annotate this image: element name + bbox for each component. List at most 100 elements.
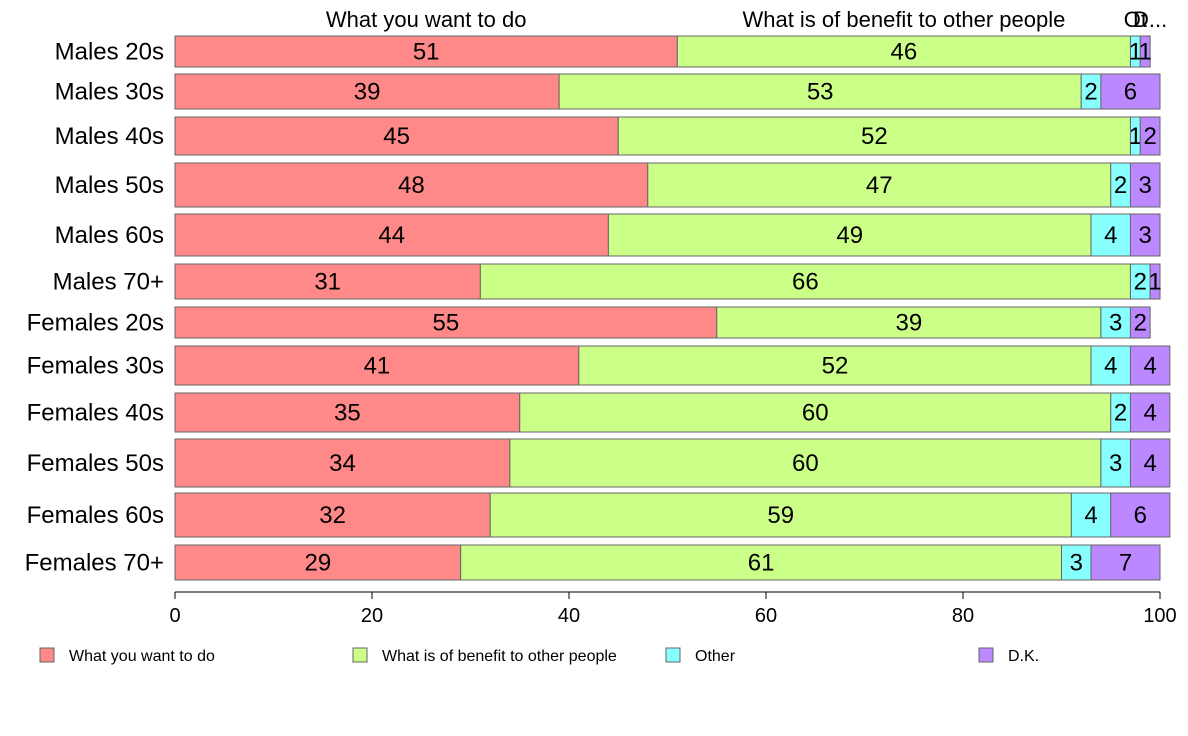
data-label: 52: [822, 353, 849, 380]
data-label: 60: [802, 400, 829, 427]
data-label: 52: [861, 123, 888, 150]
row-label: Males 40s: [55, 123, 164, 150]
bar-other-females-30s: [1090, 345, 1131, 386]
data-label: 46: [891, 39, 918, 66]
legend-label-other: Other: [695, 648, 736, 665]
legend-swatch-other: [665, 647, 681, 663]
bar-d-k-females-50s: [1129, 438, 1171, 488]
bar-d-k-males-30s: [1100, 73, 1161, 110]
data-label: 66: [792, 269, 819, 296]
bar-d-k-males-60s: [1129, 213, 1161, 257]
data-label: 2: [1114, 400, 1127, 427]
bar-d-k-females-60s: [1110, 492, 1171, 538]
top-label-4: D...: [1133, 7, 1167, 32]
bar-what-is-of-benefit-to-other-people-females-50s: [509, 438, 1102, 488]
data-label: 2: [1114, 172, 1127, 199]
row-label: Females 30s: [27, 353, 164, 380]
data-label: 47: [866, 172, 893, 199]
data-label: 4: [1143, 400, 1156, 427]
bar-d-k-males-20s: [1139, 35, 1151, 68]
bar-what-you-want-to-do-males-70: [174, 263, 481, 300]
bar-d-k-males-50s: [1129, 162, 1161, 208]
legend-swatch-what-you-want-to-do: [39, 647, 55, 663]
data-label: 51: [413, 39, 440, 66]
data-label: 4: [1143, 353, 1156, 380]
bar-what-you-want-to-do-males-50s: [174, 162, 649, 208]
x-tick-label: 20: [361, 605, 383, 627]
data-label: 2: [1084, 79, 1097, 106]
bar-what-is-of-benefit-to-other-people-females-60s: [489, 492, 1072, 538]
data-label: 4: [1143, 450, 1156, 477]
data-label: 35: [334, 400, 361, 427]
bar-what-you-want-to-do-females-40s: [174, 392, 521, 433]
bar-what-you-want-to-do-males-60s: [174, 213, 609, 257]
data-label: 3: [1070, 550, 1083, 577]
bar-what-you-want-to-do-females-50s: [174, 438, 511, 488]
data-label: 55: [433, 310, 460, 337]
row-label: Females 70+: [25, 550, 164, 577]
data-label: 48: [398, 172, 425, 199]
bar-other-females-20s: [1100, 306, 1131, 339]
bar-what-is-of-benefit-to-other-people-females-30s: [578, 345, 1092, 386]
bar-what-you-want-to-do-females-20s: [174, 306, 718, 339]
bar-d-k-females-70: [1090, 544, 1161, 581]
data-label: 4: [1104, 222, 1117, 249]
data-label: 60: [792, 450, 819, 477]
bar-what-is-of-benefit-to-other-people-males-50s: [647, 162, 1112, 208]
data-label: 41: [364, 353, 391, 380]
data-label: 3: [1139, 222, 1152, 249]
legend-label-what-you-want-to-do: What you want to do: [69, 648, 215, 665]
top-label-2: What is of benefit to other people: [742, 7, 1065, 32]
data-label: 39: [354, 79, 381, 106]
row-label: Females 40s: [27, 400, 164, 427]
legend-label-d-k: D.K.: [1008, 648, 1039, 665]
data-label: 44: [378, 222, 405, 249]
row-label: Males 50s: [55, 172, 164, 199]
data-label: 31: [314, 269, 341, 296]
legend-swatch-d-k: [978, 647, 994, 663]
data-label: 61: [748, 550, 775, 577]
top-label-3: Ot: [1124, 7, 1147, 32]
legend-label-what-is-of-benefit-to-other-people: What is of benefit to other people: [382, 648, 617, 665]
bar-d-k-females-20s: [1129, 306, 1151, 339]
data-label: 34: [329, 450, 356, 477]
data-label: 3: [1139, 172, 1152, 199]
row-label: Females 50s: [27, 450, 164, 477]
data-label: 1: [1129, 39, 1142, 66]
data-label: 45: [383, 123, 410, 150]
data-label: 6: [1134, 502, 1147, 529]
bar-what-you-want-to-do-females-70: [174, 544, 462, 581]
data-label: 2: [1143, 123, 1156, 150]
data-label: 32: [319, 502, 346, 529]
data-label: 1: [1139, 39, 1152, 66]
data-label: 3: [1109, 450, 1122, 477]
data-label: 53: [807, 79, 834, 106]
row-label: Males 20s: [55, 39, 164, 66]
row-label: Males 60s: [55, 222, 164, 249]
bar-what-is-of-benefit-to-other-people-females-20s: [716, 306, 1102, 339]
row-label: Females 60s: [27, 502, 164, 529]
bar-what-is-of-benefit-to-other-people-males-40s: [617, 116, 1131, 156]
data-label: 4: [1104, 353, 1117, 380]
x-tick-label: 40: [558, 605, 580, 627]
data-label: 1: [1129, 123, 1142, 150]
data-label: 7: [1119, 550, 1132, 577]
bar-other-females-70: [1061, 544, 1092, 581]
bar-what-is-of-benefit-to-other-people-females-70: [460, 544, 1062, 581]
legend-swatch-what-is-of-benefit-to-other-people: [352, 647, 368, 663]
x-tick-label: 60: [755, 605, 777, 627]
row-label: Males 30s: [55, 79, 164, 106]
data-label: 3: [1109, 310, 1122, 337]
data-label: 2: [1134, 310, 1147, 337]
bar-other-females-60s: [1070, 492, 1112, 538]
bar-d-k-females-30s: [1129, 345, 1171, 386]
bar-what-you-want-to-do-males-30s: [174, 73, 560, 110]
top-label-1: What you want to do: [326, 7, 527, 32]
data-label: 6: [1124, 79, 1137, 106]
x-tick-label: 80: [952, 605, 974, 627]
row-label: Females 20s: [27, 310, 164, 337]
data-label: 2: [1134, 269, 1147, 296]
data-label: 1: [1148, 269, 1161, 296]
data-label: 29: [304, 550, 331, 577]
